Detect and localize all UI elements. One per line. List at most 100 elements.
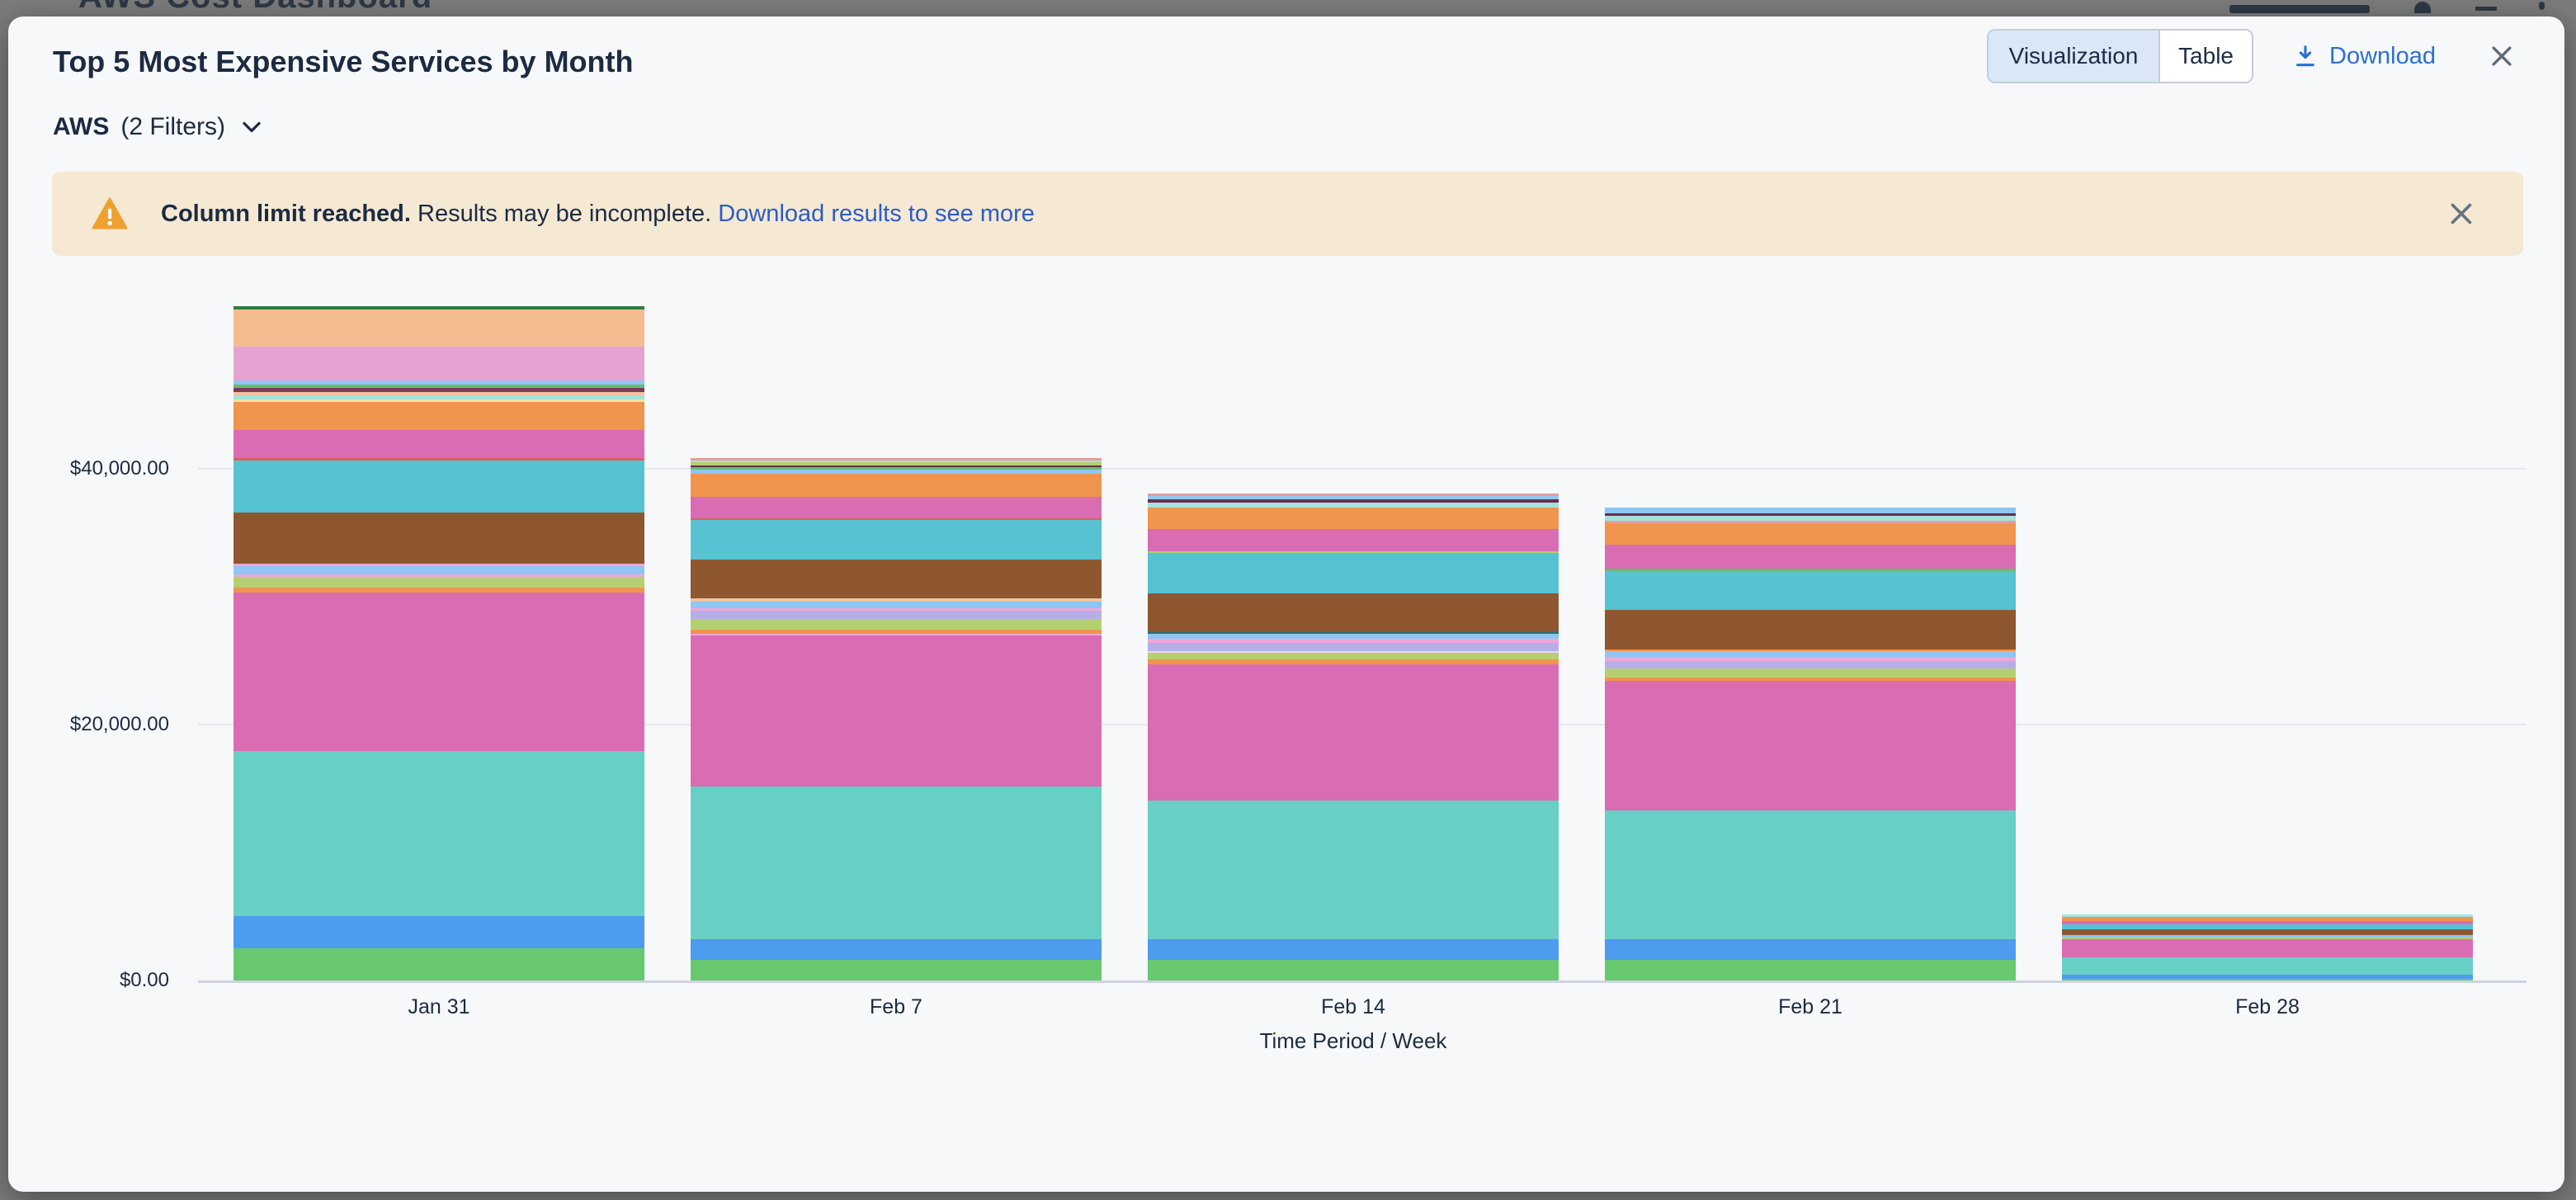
bar-segment[interactable] — [1148, 498, 1559, 503]
bar-segment[interactable] — [1148, 659, 1559, 665]
bar-segment[interactable] — [2062, 975, 2473, 979]
bar-segment[interactable] — [234, 385, 644, 389]
bar-segment[interactable] — [691, 633, 1102, 635]
bar-segment[interactable] — [1605, 545, 2016, 569]
bar-segment[interactable] — [1605, 939, 2016, 961]
bar-segment[interactable] — [691, 473, 1102, 497]
bar-segment[interactable] — [1605, 669, 2016, 678]
bar-segment[interactable] — [1148, 631, 1559, 634]
bar-segment[interactable] — [691, 608, 1102, 611]
bar-segment[interactable] — [691, 519, 1102, 560]
bar-segment[interactable] — [691, 458, 1102, 461]
bar-segment[interactable] — [691, 466, 1102, 470]
tab-table[interactable]: Table — [2158, 31, 2253, 82]
bar-segment[interactable] — [1148, 552, 1559, 593]
bar-segment[interactable] — [691, 469, 1102, 474]
bar-segment[interactable] — [1148, 502, 1559, 508]
stacked-bar-jan-31[interactable] — [234, 306, 644, 980]
bar-segment[interactable] — [1605, 610, 2016, 650]
bar-segment[interactable] — [2062, 979, 2473, 980]
bar-segment[interactable] — [1148, 650, 1559, 653]
bar-segment[interactable] — [234, 392, 644, 396]
bar-segment[interactable] — [691, 787, 1102, 940]
bar-segment[interactable] — [1605, 681, 2016, 811]
bar-segment[interactable] — [2062, 921, 2473, 925]
bar-segment[interactable] — [234, 915, 644, 948]
bar-segment[interactable] — [234, 576, 644, 588]
bar-segment[interactable] — [2062, 924, 2473, 930]
bar-segment[interactable] — [1148, 633, 1559, 639]
bar-segment[interactable] — [1605, 521, 2016, 524]
bar-segment[interactable] — [691, 960, 1102, 980]
bar-segment[interactable] — [234, 399, 644, 403]
bar-segment[interactable] — [234, 402, 644, 431]
bar-segment[interactable] — [234, 592, 644, 751]
banner-download-link[interactable]: Download results to see more — [718, 200, 1035, 227]
bar-segment[interactable] — [2062, 914, 2473, 918]
stacked-bar-feb-14[interactable] — [1148, 493, 1559, 980]
bar-segment[interactable] — [1148, 528, 1559, 551]
bar-segment[interactable] — [234, 380, 644, 385]
bar-segment[interactable] — [234, 395, 644, 400]
bar-segment[interactable] — [234, 565, 644, 574]
bar-segment[interactable] — [691, 610, 1102, 620]
download-button[interactable]: Download — [2293, 43, 2436, 70]
bar-segment[interactable] — [691, 635, 1102, 787]
bar-segment[interactable] — [234, 347, 644, 381]
bar-segment[interactable] — [1148, 550, 1559, 553]
stacked-bar-feb-7[interactable] — [691, 458, 1102, 980]
bar-segment[interactable] — [1148, 507, 1559, 529]
bar-segment[interactable] — [691, 465, 1102, 467]
close-button[interactable] — [2484, 38, 2520, 74]
bar-segment[interactable] — [1148, 939, 1559, 961]
bar-segment[interactable] — [691, 517, 1102, 520]
bar-segment[interactable] — [2062, 938, 2473, 940]
banner-close-button[interactable] — [2441, 193, 2482, 234]
stacked-bar-feb-28[interactable] — [2062, 914, 2473, 980]
bar-segment[interactable] — [1605, 571, 2016, 611]
bar-segment[interactable] — [1605, 651, 2016, 658]
bar-segment[interactable] — [1605, 569, 2016, 572]
stacked-bar-feb-21[interactable] — [1605, 508, 2016, 980]
bar-segment[interactable] — [1148, 801, 1559, 940]
bar-segment[interactable] — [234, 512, 644, 564]
bar-segment[interactable] — [1605, 523, 2016, 546]
bar-segment[interactable] — [1605, 657, 2016, 662]
bar-segment[interactable] — [234, 750, 644, 916]
bar-segment[interactable] — [1148, 638, 1559, 643]
bar-segment[interactable] — [234, 947, 644, 980]
bar-segment[interactable] — [1605, 661, 2016, 669]
bar-segment[interactable] — [234, 563, 644, 566]
bar-segment[interactable] — [691, 560, 1102, 598]
bar-segment[interactable] — [1605, 678, 2016, 682]
bar-segment[interactable] — [2062, 935, 2473, 938]
bar-segment[interactable] — [691, 461, 1102, 465]
bar-segment[interactable] — [1605, 960, 2016, 980]
bar-segment[interactable] — [2062, 917, 2473, 922]
bar-segment[interactable] — [234, 388, 644, 393]
bar-segment[interactable] — [1605, 516, 2016, 522]
bar-segment[interactable] — [234, 587, 644, 593]
filter-dropdown[interactable]: AWS (2 Filters) — [53, 111, 262, 144]
bar-segment[interactable] — [1148, 664, 1559, 801]
bar-segment[interactable] — [2062, 929, 2473, 936]
bar-segment[interactable] — [234, 461, 644, 513]
bar-segment[interactable] — [1148, 652, 1559, 659]
bar-segment[interactable] — [1605, 513, 2016, 517]
bar-segment[interactable] — [234, 458, 644, 461]
bar-segment[interactable] — [1148, 593, 1559, 631]
bar-segment[interactable] — [234, 574, 644, 577]
bar-segment[interactable] — [234, 306, 644, 310]
bar-segment[interactable] — [234, 430, 644, 459]
bar-segment[interactable] — [691, 939, 1102, 961]
bar-segment[interactable] — [2062, 957, 2473, 976]
bar-segment[interactable] — [691, 598, 1102, 602]
bar-segment[interactable] — [234, 309, 644, 347]
bar-segment[interactable] — [2062, 939, 2473, 958]
bar-segment[interactable] — [1605, 650, 2016, 652]
bar-segment[interactable] — [691, 496, 1102, 518]
bar-segment[interactable] — [691, 460, 1102, 462]
tab-visualization[interactable]: Visualization — [1989, 31, 2159, 82]
bar-segment[interactable] — [691, 630, 1102, 634]
bar-segment[interactable] — [1605, 508, 2016, 514]
